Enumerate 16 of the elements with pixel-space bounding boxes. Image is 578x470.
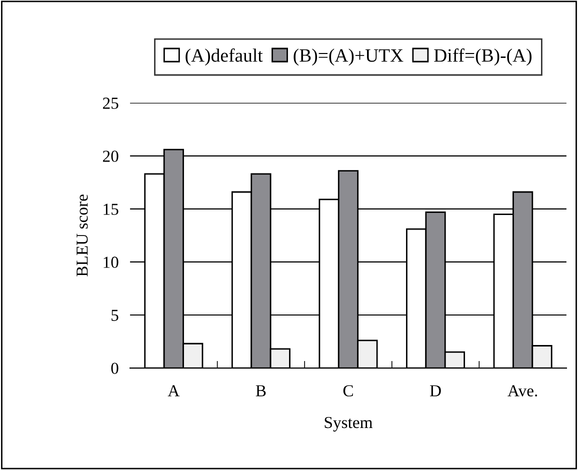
y-tick-label: 10 <box>104 256 118 268</box>
x-tick-label: C <box>343 385 353 396</box>
y-tick-label: 20 <box>103 150 118 162</box>
y-axis-title: BLEU score <box>76 194 88 276</box>
x-tick-label: B <box>256 385 266 396</box>
legend-label: (A)default <box>186 48 263 66</box>
x-tick-label: A <box>168 385 180 396</box>
y-tick-label: 5 <box>112 310 118 321</box>
legend-label: (B)=(A)+UTX <box>294 48 404 66</box>
y-tick-label: 15 <box>104 204 118 215</box>
x-tick-label: Ave. <box>508 385 538 396</box>
x-axis-title: System <box>324 416 373 432</box>
y-tick-label: 25 <box>103 98 118 109</box>
x-tick-label: D <box>430 385 441 396</box>
y-tick-label: 0 <box>111 362 118 374</box>
legend-label: Diff=(B)-(A) <box>434 48 532 66</box>
